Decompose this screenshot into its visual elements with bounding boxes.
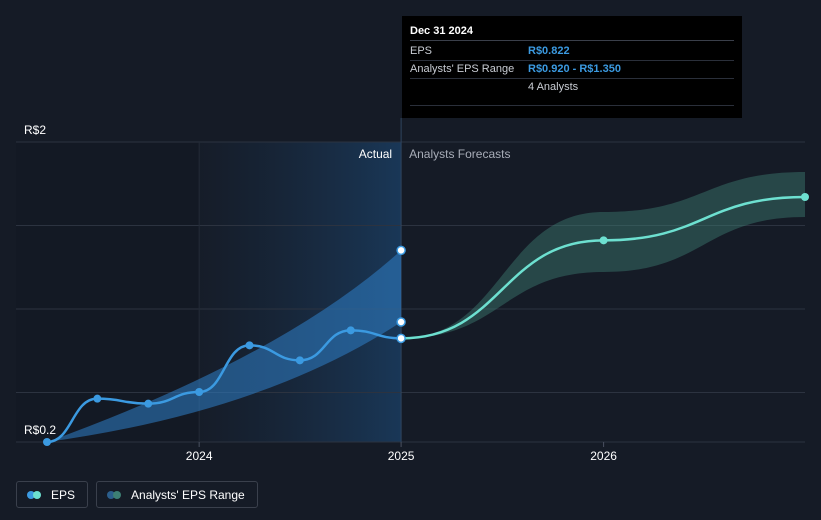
- tooltip-analysts-key: [410, 79, 528, 105]
- y-tick-label-bottom: R$0.2: [24, 423, 56, 437]
- tooltip-row-range: Analysts' EPS Range R$0.920 - R$1.350: [410, 61, 734, 79]
- eps-actual-point: [295, 356, 304, 365]
- eps-actual-point: [245, 341, 254, 350]
- past-range-band: [47, 250, 402, 442]
- y-tick-label-top: R$2: [24, 123, 46, 137]
- zone-label-forecast: Analysts Forecasts: [409, 147, 510, 161]
- tooltip-range-value: R$0.920 - R$1.350: [528, 63, 621, 75]
- x-tick-label: 2024: [186, 449, 213, 463]
- legend-label-eps-range: Analysts' EPS Range: [131, 487, 245, 502]
- eps-actual-point: [195, 388, 204, 396]
- eps-forecast-point: [801, 193, 809, 201]
- tooltip-row-analysts: 4 Analysts: [410, 79, 734, 106]
- tooltip-date: Dec 31 2024: [410, 24, 734, 41]
- x-tick-label: 2026: [590, 449, 617, 463]
- forecast-range-band: [401, 172, 805, 339]
- tooltip-row-eps: EPS R$0.822: [410, 43, 734, 61]
- range-legend-swatch-icon: [107, 490, 123, 499]
- eps-actual-point: [144, 399, 153, 408]
- x-tick-label: 2025: [388, 449, 415, 463]
- range-low-marker: [396, 317, 406, 327]
- eps-swatch-dot-forecast: [33, 490, 41, 499]
- legend-item-eps[interactable]: EPS: [16, 481, 89, 508]
- chart-tooltip: Dec 31 2024 EPS R$0.822 Analysts' EPS Ra…: [402, 16, 742, 118]
- range-swatch-dot-actual: [107, 490, 116, 499]
- eps-actual-point: [346, 326, 355, 335]
- legend-label-eps: EPS: [51, 487, 76, 502]
- eps-highlight-marker: [396, 333, 406, 344]
- tooltip-eps-value: R$0.822: [528, 45, 570, 57]
- eps-actual-point: [43, 438, 51, 446]
- tooltip-range-key: Analysts' EPS Range: [410, 63, 515, 75]
- eps-legend-swatch-icon: [27, 490, 43, 499]
- eps-actual-point: [93, 394, 102, 403]
- tooltip-eps-key: EPS: [410, 45, 433, 57]
- legend-item-eps-range[interactable]: Analysts' EPS Range: [96, 481, 258, 508]
- zone-label-actual: Actual: [359, 147, 392, 161]
- range-high-marker: [396, 245, 406, 256]
- chart-legend: EPS Analysts' EPS Range: [16, 481, 258, 508]
- eps-forecast-point: [599, 236, 608, 245]
- tooltip-analysts-value: 4 Analysts: [528, 81, 579, 93]
- eps-swatch-dot-actual: [27, 490, 35, 499]
- range-swatch-dot-forecast: [113, 490, 122, 499]
